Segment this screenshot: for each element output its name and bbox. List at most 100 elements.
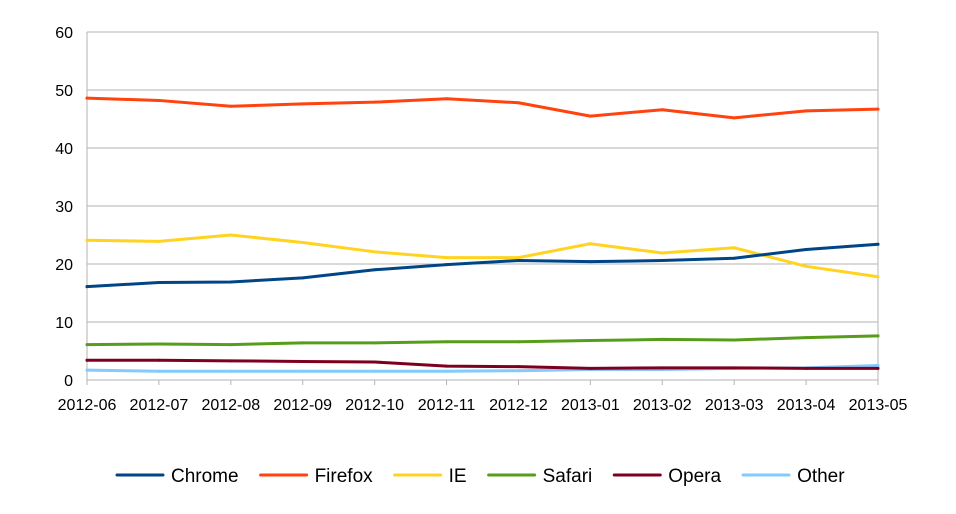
data-point-firefox (660, 108, 664, 112)
x-tick-label: 2012-06 (58, 397, 117, 414)
x-tick-label: 2012-11 (418, 397, 476, 414)
data-point-firefox (157, 98, 161, 102)
data-point-ie (588, 242, 592, 246)
data-point-safari (876, 334, 880, 338)
data-point-safari (373, 341, 377, 345)
data-point-safari (445, 340, 449, 344)
x-tick-label: 2013-01 (561, 397, 620, 414)
data-point-firefox (804, 109, 808, 113)
data-point-other (876, 364, 880, 367)
y-tick-label: 50 (55, 83, 73, 100)
data-point-safari (660, 337, 664, 341)
x-tick-label: 2012-08 (201, 397, 260, 414)
data-point-safari (229, 343, 233, 347)
data-point-chrome (445, 263, 449, 267)
legend-label-other: Other (797, 466, 845, 487)
x-tick-label: 2012-07 (130, 397, 189, 414)
data-point-firefox (876, 107, 880, 111)
legend-label-firefox: Firefox (315, 466, 374, 487)
data-point-chrome (804, 248, 808, 251)
series-line-opera (85, 358, 880, 370)
series-line-firefox (85, 96, 880, 120)
gridlines (86, 31, 879, 381)
data-point-safari (157, 342, 161, 346)
data-point-firefox (301, 102, 305, 106)
axes: 0 10 20 30 40 50 60 2012-06 2012-07 2012-08 2012-0… (55, 25, 907, 414)
y-tick-label: 60 (55, 25, 73, 42)
data-point-chrome (516, 259, 520, 263)
data-point-ie (373, 250, 377, 254)
data-point-firefox (85, 96, 89, 100)
data-point-other (445, 369, 449, 373)
y-tick-label: 0 (64, 373, 73, 390)
legend: Chrome Firefox IE Safari Opera Other (115, 466, 845, 487)
data-point-firefox (732, 116, 736, 120)
series-line-safari (85, 334, 880, 347)
data-point-other (516, 369, 520, 373)
data-point-ie (732, 246, 736, 250)
data-point-safari (732, 338, 736, 342)
data-point-ie (85, 238, 89, 242)
data-point-firefox (229, 104, 233, 108)
x-tick-label: 2013-04 (777, 397, 836, 414)
data-point-chrome (588, 260, 592, 264)
data-point-other (301, 369, 305, 373)
y-tick-label: 10 (55, 315, 73, 332)
x-tick-label: 2012-12 (489, 397, 548, 414)
data-point-firefox (588, 114, 592, 118)
data-point-opera (229, 359, 233, 363)
series-line-chrome (85, 242, 880, 289)
data-point-ie (876, 275, 880, 279)
data-point-other (373, 369, 377, 373)
legend-label-ie: IE (449, 466, 467, 487)
y-tick-label: 20 (55, 257, 73, 274)
x-tick-label: 2012-10 (345, 397, 404, 414)
legend-label-safari: Safari (543, 466, 593, 487)
data-point-safari (804, 336, 808, 340)
y-tick-label: 40 (55, 141, 73, 158)
x-tick-label: 2013-02 (633, 397, 692, 414)
data-point-ie (157, 239, 161, 243)
data-point-opera (804, 366, 808, 370)
data-point-safari (516, 340, 520, 344)
data-point-other (229, 369, 233, 373)
data-point-safari (588, 339, 592, 343)
data-point-other (157, 369, 161, 373)
legend-label-chrome: Chrome (171, 466, 239, 487)
data-point-chrome (157, 281, 161, 285)
data-point-safari (85, 343, 89, 347)
data-point-chrome (229, 280, 233, 284)
data-point-ie (804, 264, 808, 268)
data-point-opera (301, 359, 305, 363)
data-point-opera (516, 365, 520, 369)
data-point-other (85, 368, 89, 372)
data-point-chrome (85, 285, 89, 289)
data-point-ie (445, 256, 449, 260)
series-line-ie (85, 233, 880, 279)
data-point-safari (301, 341, 305, 345)
series-lines (85, 96, 880, 373)
data-point-chrome (373, 268, 377, 272)
y-tick-label: 30 (55, 199, 73, 216)
data-point-opera (660, 366, 664, 370)
data-point-opera (85, 358, 89, 362)
data-point-opera (732, 366, 736, 370)
data-point-ie (660, 251, 664, 255)
data-point-opera (157, 358, 161, 362)
data-point-chrome (732, 256, 736, 260)
data-point-ie (229, 233, 233, 237)
data-point-firefox (516, 101, 520, 105)
data-point-ie (301, 241, 305, 245)
data-point-opera (373, 360, 377, 364)
legend-label-opera: Opera (668, 466, 721, 487)
x-tick-label: 2013-03 (705, 397, 764, 414)
data-point-chrome (660, 259, 664, 263)
data-point-opera (445, 364, 449, 368)
data-point-chrome (876, 242, 880, 246)
data-point-chrome (301, 276, 305, 280)
data-point-opera (588, 366, 592, 370)
data-point-firefox (445, 97, 449, 101)
data-point-ie (516, 256, 520, 260)
